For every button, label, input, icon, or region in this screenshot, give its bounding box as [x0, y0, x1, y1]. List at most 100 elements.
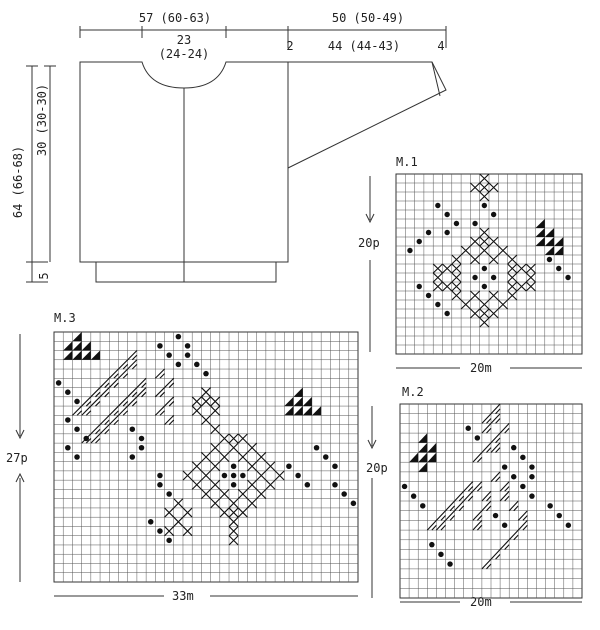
dot-stitch-mark	[166, 537, 172, 544]
triangle-stitch-mark	[418, 442, 428, 453]
triangle-stitch-mark	[72, 341, 82, 351]
up-arrow-icon	[15, 472, 25, 483]
cross-stitch-mark	[256, 451, 267, 463]
triangle-stitch-mark	[535, 237, 545, 246]
dot-stitch-mark	[447, 561, 453, 567]
cross-stitch-mark	[210, 442, 221, 453]
cross-stitch-mark	[470, 290, 481, 301]
rib-band	[95, 261, 277, 283]
cross-stitch-mark	[228, 433, 239, 444]
dot-stitch-mark	[520, 454, 526, 461]
cross-stitch-mark	[247, 479, 258, 490]
cross-stitch-mark	[256, 470, 267, 481]
slash-stitch-mark	[118, 368, 129, 379]
triangle-stitch-mark	[311, 406, 322, 416]
cross-stitch-mark	[479, 299, 490, 310]
slash-stitch-mark	[481, 423, 492, 434]
cross-stitch-mark	[507, 290, 518, 301]
cross-stitch-mark	[507, 263, 518, 274]
triangle-stitch-mark	[72, 332, 82, 342]
dot-stitch-mark	[184, 352, 191, 358]
sleeve-outline	[287, 61, 447, 169]
cross-stitch-mark	[164, 526, 175, 537]
dot-stitch-mark	[546, 256, 553, 263]
cross-stitch-mark	[470, 182, 481, 193]
cross-stitch-mark	[191, 405, 202, 416]
dot-stitch-mark	[511, 444, 517, 451]
slash-stitch-mark	[490, 471, 501, 482]
slash-stitch-mark	[90, 396, 101, 407]
cross-stitch-mark	[210, 424, 221, 435]
slash-stitch-mark	[481, 490, 492, 502]
dot-stitch-mark	[74, 398, 80, 405]
chart-m1-grid	[395, 173, 583, 355]
chart-m3-rows-label: 27p	[6, 451, 28, 465]
dot-stitch-mark	[444, 211, 450, 218]
cross-stitch-mark	[191, 461, 202, 472]
dot-stitch-mark	[474, 435, 481, 441]
down-arrow-icon	[367, 439, 377, 450]
cross-stitch-mark	[210, 498, 221, 509]
triangle-stitch-mark	[544, 246, 555, 255]
dot-stitch-mark	[410, 493, 417, 499]
dot-stitch-mark	[401, 483, 408, 490]
dot-stitch-mark	[230, 463, 237, 470]
dot-stitch-mark	[416, 283, 422, 290]
chart-m2-title: M.2	[402, 385, 424, 399]
triangle-stitch-mark	[302, 406, 312, 416]
cross-stitch-mark	[470, 308, 481, 319]
cross-stitch-mark	[247, 442, 258, 453]
slash-stitch-mark	[481, 442, 492, 453]
slash-stitch-mark	[127, 359, 138, 370]
total-length-label: 64 (66-68)	[11, 146, 25, 218]
slash-stitch-mark	[517, 510, 528, 521]
dot-stitch-mark	[481, 265, 488, 272]
chart-m1-cols-label: 20m	[470, 361, 492, 375]
dot-stitch-mark	[332, 482, 338, 488]
slash-stitch-mark	[445, 500, 456, 512]
triangle-stitch-mark	[63, 341, 73, 351]
cross-stitch-mark	[442, 263, 453, 274]
cross-stitch-mark	[451, 263, 462, 274]
dot-stitch-mark	[529, 474, 535, 480]
triangle-stitch-mark	[284, 396, 294, 407]
slash-stitch-mark	[499, 539, 510, 550]
cross-stitch-mark	[507, 272, 518, 283]
dot-stitch-mark	[472, 274, 478, 281]
cross-stitch-mark	[470, 236, 481, 247]
dot-stitch-mark	[74, 426, 80, 432]
sleeve-length-label: 50 (50-49)	[332, 11, 404, 25]
dot-stitch-mark	[529, 493, 535, 499]
triangle-stitch-mark	[427, 442, 437, 453]
cross-stitch-mark	[210, 396, 221, 407]
dot-stitch-mark	[492, 512, 499, 519]
dot-stitch-mark	[83, 435, 90, 442]
slash-stitch-mark	[118, 359, 129, 370]
dot-stitch-mark	[565, 522, 572, 528]
chart-m2-cols-label: 20m	[470, 595, 492, 609]
dot-stitch-mark	[295, 472, 301, 479]
dot-stitch-mark	[435, 202, 441, 209]
dot-stitch-mark	[444, 310, 450, 317]
dot-stitch-mark	[501, 464, 508, 470]
cross-stitch-mark	[488, 254, 499, 265]
dot-stitch-mark	[481, 202, 488, 209]
armhole-depth-label: 30 (30-30)	[35, 84, 49, 156]
chart-m3: M.3 27p 33m	[6, 311, 359, 603]
slash-stitch-mark	[108, 377, 119, 388]
dot-stitch-mark	[511, 474, 517, 480]
cross-stitch-mark	[525, 281, 536, 292]
cross-stitch-mark	[488, 236, 499, 247]
cross-stitch-mark	[237, 433, 248, 444]
slash-stitch-mark	[499, 490, 510, 502]
cross-stitch-mark	[201, 414, 211, 425]
slash-stitch-mark	[472, 452, 483, 463]
triangle-stitch-mark	[554, 246, 564, 255]
dot-stitch-mark	[230, 482, 237, 488]
dot-stitch-mark	[147, 519, 154, 525]
dot-stitch-mark	[138, 444, 145, 451]
triangle-stitch-mark	[427, 452, 437, 463]
slash-stitch-mark	[99, 387, 110, 398]
triangle-stitch-mark	[284, 406, 294, 416]
slash-stitch-mark	[127, 396, 138, 407]
